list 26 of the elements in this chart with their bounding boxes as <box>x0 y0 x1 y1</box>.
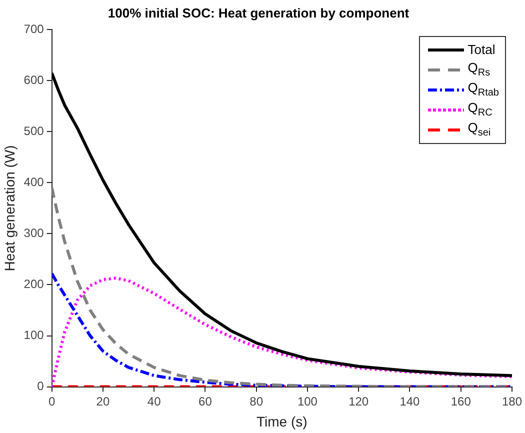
legend-label: Q$_{RC}$ <box>468 100 492 119</box>
y-tick-label: 700 <box>24 22 44 36</box>
x-tick-label: 120 <box>348 394 369 408</box>
x-axis-title: Time (s) <box>256 413 308 430</box>
x-tick-label: 20 <box>96 394 110 408</box>
y-tick-label: 300 <box>24 226 44 240</box>
y-tick-label: 200 <box>24 277 44 292</box>
legend-label: Q$_{Rtab}$ <box>468 80 499 99</box>
y-tick-label: 500 <box>24 124 44 138</box>
legend-label: Total <box>468 42 496 58</box>
y-axis-title: Heat generation (W) <box>1 145 18 272</box>
x-tick-label: 0 <box>48 394 56 408</box>
y-tick-label: 400 <box>24 175 44 189</box>
x-tick-label: 180 <box>502 394 522 408</box>
y-tick-label: 600 <box>24 72 44 87</box>
x-tick-label: 100 <box>297 394 318 408</box>
x-tick-label: 160 <box>450 394 472 408</box>
y-tick-label: 100 <box>24 328 44 342</box>
x-tick-label: 140 <box>400 394 420 408</box>
legend-label: Q$_{sei}$ <box>468 120 491 139</box>
x-tick-label: 60 <box>198 394 212 408</box>
legend-label: Q$_{Rs}$ <box>468 60 490 79</box>
y-tick-label: 0 <box>37 379 44 394</box>
x-tick-label: 40 <box>147 394 162 408</box>
chart-title: 100% initial SOC: Heat generation by component <box>108 5 410 20</box>
x-tick-label: 80 <box>250 394 264 408</box>
